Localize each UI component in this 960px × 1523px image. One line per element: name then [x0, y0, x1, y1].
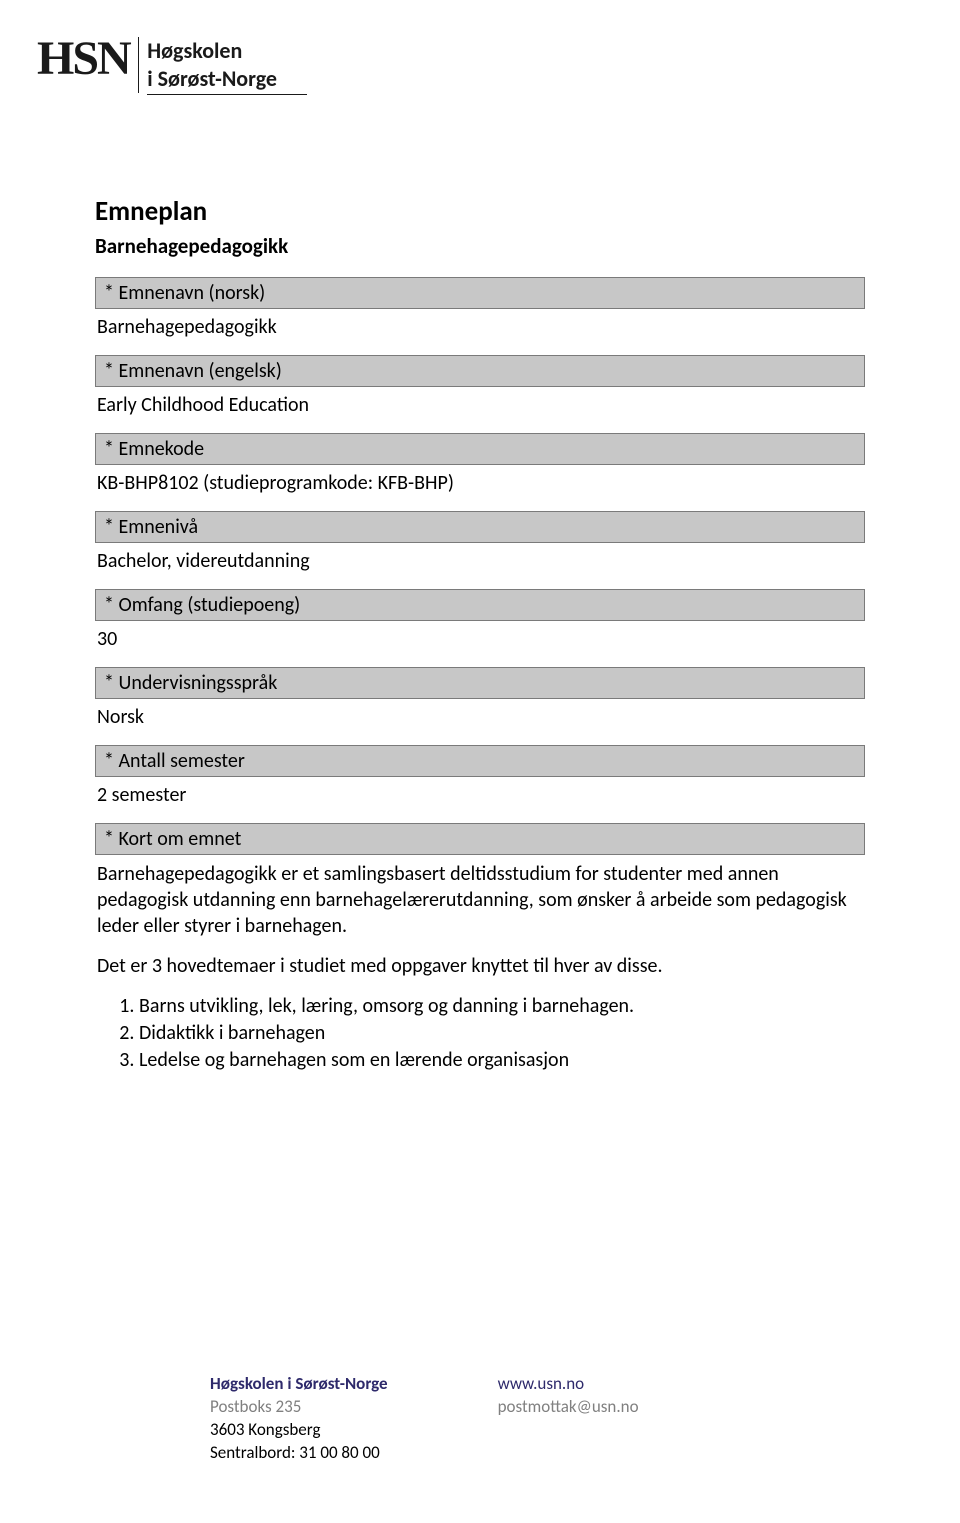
- logo-underline: [147, 94, 307, 95]
- logo-divider: [138, 37, 140, 93]
- value-emnekode: KB-BHP8102 (studieprogramkode: KFB-BHP): [97, 471, 865, 495]
- document-title: Emneplan: [95, 195, 865, 228]
- theme-item: Barns utvikling, lek, læring, omsorg og …: [139, 993, 865, 1020]
- footer-org: Høgskolen i Sørøst-Norge: [210, 1373, 388, 1396]
- footer-phone: Sentralbord: 31 00 80 00: [210, 1442, 388, 1465]
- logo-mark: HSN: [37, 35, 130, 83]
- description-para1: Barnehagepedagogikk er et samlingsbasert…: [97, 861, 865, 939]
- value-emnenavn-engelsk: Early Childhood Education: [97, 393, 865, 417]
- footer-address2: 3603 Kongsberg: [210, 1419, 388, 1442]
- footer-address1: Postboks 235: [210, 1396, 388, 1419]
- theme-item: Ledelse og barnehagen som en lærende org…: [139, 1047, 865, 1074]
- footer-email: postmottak@usn.no: [498, 1396, 639, 1419]
- value-antall-semester: 2 semester: [97, 783, 865, 807]
- document-subtitle: Barnehagepedagogikk: [95, 233, 865, 259]
- label-emnenavn-norsk: * Emnenavn (norsk): [95, 277, 865, 309]
- value-emnenavn-norsk: Barnehagepedagogikk: [97, 315, 865, 339]
- label-undervisningssprak: * Undervisningsspråk: [95, 667, 865, 699]
- logo: HSN Høgskolen i Sørøst-Norge: [37, 35, 865, 95]
- footer: Høgskolen i Sørøst-Norge Postboks 235 36…: [210, 1373, 865, 1465]
- description-para2: Det er 3 hovedtemaer i studiet med oppga…: [97, 953, 865, 979]
- theme-item: Didaktikk i barnehagen: [139, 1020, 865, 1047]
- label-omfang: * Omfang (studiepoeng): [95, 589, 865, 621]
- value-undervisningssprak: Norsk: [97, 705, 865, 729]
- themes-list: Barns utvikling, lek, læring, omsorg og …: [139, 993, 865, 1074]
- value-omfang: 30: [97, 627, 865, 651]
- value-emneniva: Bachelor, videreutdanning: [97, 549, 865, 573]
- logo-text-line2: i Sørøst-Norge: [147, 63, 307, 91]
- label-antall-semester: * Antall semester: [95, 745, 865, 777]
- footer-url: www.usn.no: [498, 1373, 639, 1396]
- label-kort-om-emnet: * Kort om emnet: [95, 823, 865, 855]
- logo-text-line1: Høgskolen: [147, 35, 307, 63]
- label-emnekode: * Emnekode: [95, 433, 865, 465]
- label-emnenavn-engelsk: * Emnenavn (engelsk): [95, 355, 865, 387]
- label-emneniva: * Emnenivå: [95, 511, 865, 543]
